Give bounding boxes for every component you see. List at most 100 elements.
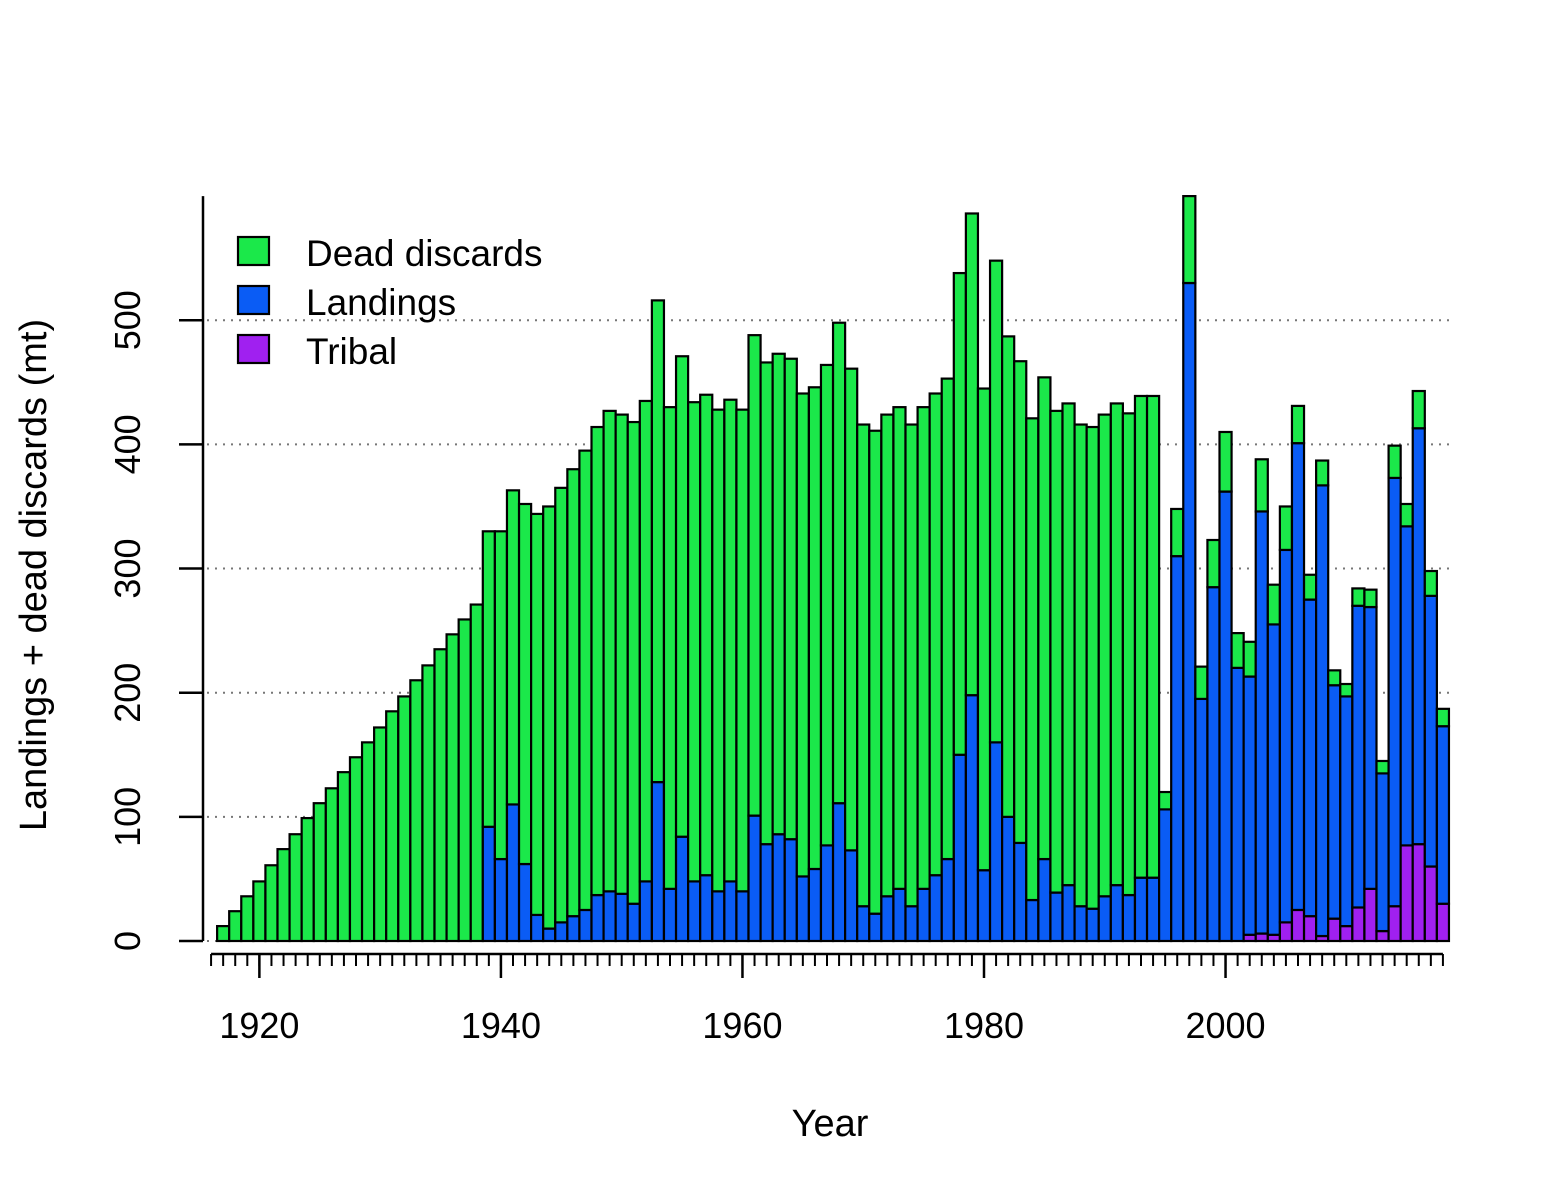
bar-landings-1965 bbox=[795, 875, 810, 943]
bar-landings-1999 bbox=[1206, 586, 1221, 943]
bar-landings-1960 bbox=[735, 890, 750, 943]
bar-dead-discards-1995 bbox=[1158, 790, 1173, 811]
bar-dead-discards-1924 bbox=[300, 816, 315, 943]
bar-tribal-2015 bbox=[1399, 844, 1414, 943]
bar-landings-1993 bbox=[1133, 876, 1149, 943]
y-axis-title: Landings + dead discards (mt) bbox=[13, 319, 55, 831]
legend-label-tribal: Tribal bbox=[306, 331, 397, 372]
legend-label-dead-discards: Dead discards bbox=[306, 233, 543, 274]
bar-dead-discards-2000 bbox=[1218, 430, 1233, 493]
bar-dead-discards-1930 bbox=[373, 726, 388, 943]
bar-dead-discards-1979 bbox=[964, 212, 980, 697]
bar-dead-discards-2008 bbox=[1315, 459, 1330, 487]
bar-dead-discards-2016 bbox=[1411, 389, 1426, 430]
bar-landings-2015 bbox=[1399, 525, 1414, 847]
y-tick-label-300: 300 bbox=[107, 539, 148, 599]
bar-landings-1970 bbox=[856, 905, 871, 943]
bar-dead-discards-1991 bbox=[1109, 402, 1124, 887]
bar-dead-discards-1977 bbox=[940, 377, 955, 861]
bar-dead-discards-2001 bbox=[1230, 632, 1245, 669]
bar-dead-discards-1982 bbox=[1001, 335, 1016, 818]
x-axis: 1920 1940 1960 1980 2000 bbox=[210, 952, 1444, 1046]
bar-dead-discards-1958 bbox=[711, 408, 726, 893]
bar-dead-discards-1935 bbox=[433, 648, 448, 943]
bar-landings-1954 bbox=[662, 887, 678, 943]
y-tick-label-200: 200 bbox=[107, 663, 148, 723]
bar-landings-1989 bbox=[1085, 907, 1100, 943]
bar-landings-1950 bbox=[614, 892, 629, 943]
bar-dead-discards-1932 bbox=[397, 695, 412, 943]
bar-landings-2017 bbox=[1423, 594, 1438, 868]
bar-landings-1991 bbox=[1109, 884, 1124, 943]
bar-dead-discards-1987 bbox=[1061, 402, 1076, 887]
bar-landings-1984 bbox=[1025, 898, 1040, 943]
bar-dead-discards-1936 bbox=[445, 633, 460, 943]
bar-dead-discards-2010 bbox=[1339, 682, 1354, 698]
bar-dead-discards-1990 bbox=[1097, 413, 1112, 898]
bar-dead-discards-2009 bbox=[1327, 669, 1342, 687]
bar-dead-discards-1959 bbox=[723, 398, 738, 883]
bar-landings-1981 bbox=[988, 741, 1004, 943]
bar-dead-discards-2006 bbox=[1290, 404, 1306, 445]
bar-tribal-2017 bbox=[1423, 865, 1438, 943]
legend-swatch-tribal bbox=[236, 333, 271, 365]
y-tick-label-400: 400 bbox=[107, 414, 148, 474]
bar-tribal-2003 bbox=[1254, 932, 1269, 943]
x-tick-label-1920: 1920 bbox=[219, 1005, 299, 1046]
bar-landings-2001 bbox=[1230, 666, 1245, 943]
bar-dead-discards-1965 bbox=[795, 392, 810, 878]
bar-landings-1995 bbox=[1158, 808, 1173, 943]
bar-landings-1998 bbox=[1194, 697, 1209, 943]
bar-landings-1958 bbox=[711, 890, 726, 943]
bar-landings-1994 bbox=[1145, 876, 1161, 943]
bar-tribal-2007 bbox=[1302, 915, 1318, 943]
bar-dead-discards-1933 bbox=[409, 679, 424, 943]
bar-landings-1955 bbox=[674, 835, 690, 943]
bar-landings-1951 bbox=[626, 902, 641, 943]
bar-dead-discards-1967 bbox=[819, 363, 835, 847]
bar-dead-discards-1963 bbox=[771, 352, 786, 836]
bar-landings-1966 bbox=[807, 867, 823, 943]
bar-dead-discards-1937 bbox=[457, 618, 472, 943]
bar-dead-discards-1928 bbox=[348, 756, 364, 943]
bar-landings-1975 bbox=[916, 887, 931, 943]
bar-landings-1939 bbox=[481, 825, 496, 943]
bar-landings-2003 bbox=[1254, 510, 1269, 935]
bar-dead-discards-1939 bbox=[481, 530, 496, 828]
bar-landings-2013 bbox=[1375, 772, 1390, 933]
bar-landings-1968 bbox=[831, 802, 847, 943]
bar-landings-1983 bbox=[1013, 841, 1028, 943]
bar-dead-discards-1942 bbox=[517, 502, 533, 866]
bar-landings-1952 bbox=[638, 880, 653, 943]
bar-landings-1962 bbox=[759, 843, 774, 943]
legend-swatch-dead-discards bbox=[236, 235, 271, 267]
bar-dead-discards-1951 bbox=[626, 420, 641, 905]
bar-dead-discards-2004 bbox=[1266, 583, 1281, 626]
bar-dead-discards-1934 bbox=[421, 664, 436, 943]
bar-landings-1944 bbox=[542, 927, 557, 943]
legend: Dead discards Landings Tribal bbox=[236, 233, 543, 372]
bar-stacks bbox=[216, 195, 1451, 943]
bar-dead-discards-1941 bbox=[505, 489, 521, 806]
bar-dead-discards-1970 bbox=[856, 423, 871, 908]
legend-label-landings: Landings bbox=[306, 282, 456, 323]
bar-tribal-2009 bbox=[1327, 917, 1342, 943]
bar-tribal-2006 bbox=[1290, 908, 1306, 943]
bar-landings-2011 bbox=[1351, 604, 1366, 909]
bar-dead-discards-1964 bbox=[783, 357, 798, 841]
bar-landings-1972 bbox=[880, 895, 895, 943]
bar-landings-1976 bbox=[928, 874, 943, 943]
bar-dead-discards-1969 bbox=[844, 367, 859, 852]
bar-landings-1941 bbox=[505, 803, 521, 943]
bar-dead-discards-1989 bbox=[1085, 425, 1100, 910]
bar-dead-discards-1954 bbox=[662, 406, 678, 890]
bar-landings-2010 bbox=[1339, 695, 1354, 928]
bar-dead-discards-1978 bbox=[952, 271, 967, 756]
bar-landings-1961 bbox=[747, 814, 762, 943]
bar-landings-1988 bbox=[1073, 905, 1088, 943]
bar-dead-discards-1973 bbox=[892, 406, 907, 890]
bar-landings-1953 bbox=[650, 780, 666, 943]
bar-landings-1959 bbox=[723, 880, 738, 943]
bar-dead-discards-1921 bbox=[264, 864, 279, 943]
bar-landings-1949 bbox=[602, 890, 617, 943]
